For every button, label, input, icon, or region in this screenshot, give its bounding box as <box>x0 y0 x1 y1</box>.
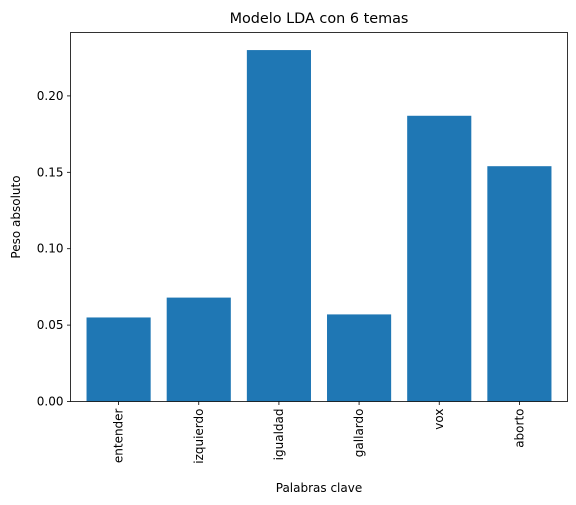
plot-frame <box>70 32 568 402</box>
bar-igualdad <box>246 50 311 402</box>
chart-title: Modelo LDA con 6 temas <box>230 11 409 27</box>
y-tick-label: 0.20 <box>37 89 64 103</box>
y-axis-label: Peso absoluto <box>9 175 23 258</box>
x-tick-label-vox: vox <box>432 409 446 430</box>
bars-group <box>86 50 552 402</box>
bar-vox <box>407 115 472 402</box>
y-tick-label: 0.00 <box>37 395 64 409</box>
x-tick-label-izquierdo: izquierdo <box>192 409 206 464</box>
bar-gallardo <box>327 314 392 402</box>
x-tick-label-aborto: aborto <box>512 409 526 448</box>
x-tick-label-entender: entender <box>112 408 126 463</box>
x-axis-label: Palabras clave <box>276 481 362 495</box>
bar-entender <box>86 317 151 402</box>
x-tick-label-igualdad: igualdad <box>272 409 286 461</box>
x-axis-ticks: entender izquierdo igualdad gallardo vox abor… <box>112 401 526 464</box>
y-tick-label: 0.10 <box>37 242 64 256</box>
bar-aborto <box>487 166 552 402</box>
y-tick-label: 0.15 <box>37 165 64 179</box>
y-axis-ticks: 0.00 0.05 0.10 0.15 0.20 <box>37 89 71 409</box>
x-tick-label-gallardo: gallardo <box>352 409 366 458</box>
y-tick-label: 0.05 <box>37 318 64 332</box>
bar-izquierdo <box>166 297 231 402</box>
